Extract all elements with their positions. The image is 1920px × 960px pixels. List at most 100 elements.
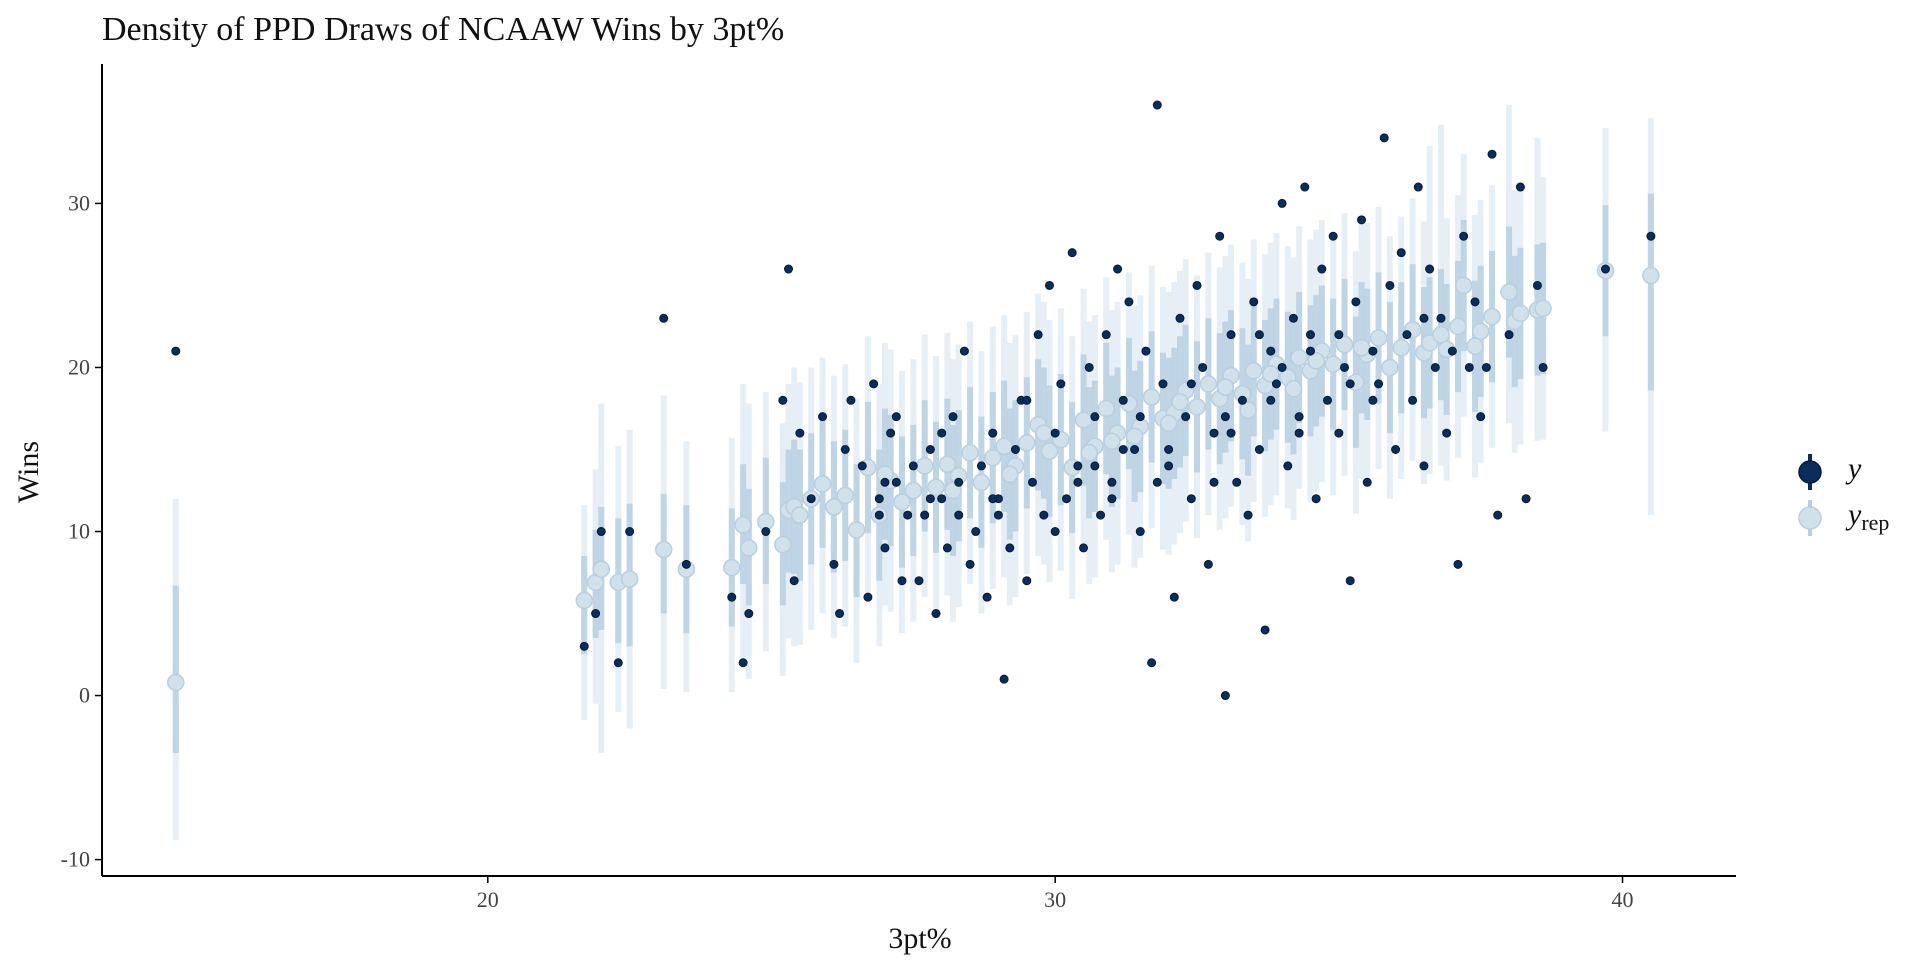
y-point — [1340, 362, 1350, 372]
y-point — [1368, 346, 1378, 356]
x-tick-label: 30 — [1044, 887, 1066, 912]
y-point — [982, 592, 992, 602]
yrep-point — [1534, 299, 1552, 318]
yrep-point — [1199, 375, 1218, 393]
x-tick-label: 20 — [477, 887, 499, 912]
legend: y yrep — [1798, 452, 1889, 536]
yrep-point — [1188, 398, 1206, 416]
y-point — [880, 477, 890, 487]
yrep-point — [1262, 365, 1280, 383]
yrep-point — [1324, 355, 1342, 373]
y-point — [778, 395, 788, 405]
y-point — [1067, 248, 1077, 258]
y-point — [1317, 264, 1327, 274]
y-point — [1050, 428, 1060, 438]
y-point — [1379, 133, 1389, 143]
y-point — [1022, 395, 1032, 405]
x-axis-label: 3pt% — [888, 922, 951, 955]
y-point — [1056, 379, 1066, 389]
y-point — [1073, 477, 1083, 487]
yrep-point — [740, 539, 758, 557]
y-point — [1283, 461, 1293, 471]
y-point — [1396, 248, 1406, 258]
y-point — [976, 461, 986, 471]
y-point — [937, 494, 947, 504]
y-point — [727, 592, 737, 602]
y-point — [1311, 494, 1321, 504]
y-point — [931, 609, 941, 619]
y-point — [1408, 395, 1418, 405]
yrep-point — [1307, 352, 1325, 370]
y-point — [1010, 444, 1020, 454]
y-point — [1300, 182, 1310, 192]
y-point — [1101, 330, 1111, 340]
y-point — [1646, 231, 1656, 241]
yrep-point — [836, 486, 854, 505]
y-point — [1062, 494, 1072, 504]
y-point — [1538, 362, 1548, 372]
y-point — [1288, 313, 1298, 323]
y-point — [744, 609, 754, 619]
y-point — [1147, 658, 1157, 668]
y-point — [1260, 625, 1270, 635]
y-point — [1090, 461, 1100, 471]
yrep-point — [654, 540, 673, 559]
y-point — [1118, 444, 1128, 454]
yrep-point — [1171, 393, 1189, 411]
y-point — [1039, 510, 1049, 520]
y-point — [1419, 313, 1429, 323]
y-point — [829, 559, 839, 569]
y-point — [880, 543, 890, 553]
y-point — [988, 428, 998, 438]
y-point — [869, 379, 879, 389]
y-point — [1464, 362, 1474, 372]
y-point — [1277, 362, 1287, 372]
y-point — [1601, 264, 1611, 274]
x-ticks: 20 30 40 — [477, 876, 1634, 912]
y-point — [1345, 576, 1355, 586]
yrep-point — [1432, 325, 1450, 344]
y-point — [988, 494, 998, 504]
yrep-point — [1352, 339, 1371, 357]
y-point — [925, 444, 935, 454]
yrep-point — [944, 481, 962, 500]
yrep-point — [575, 591, 594, 610]
y-point — [948, 412, 958, 422]
y-point — [1266, 346, 1276, 356]
y-point — [1192, 280, 1202, 290]
y-point — [1493, 510, 1503, 520]
y-point — [1249, 297, 1259, 307]
y-point — [1022, 576, 1032, 586]
y-point — [1266, 395, 1276, 405]
y-point — [835, 609, 845, 619]
yrep-point — [592, 560, 611, 578]
yrep-point — [167, 673, 185, 692]
yrep-point — [1142, 388, 1161, 406]
y-point — [1124, 297, 1134, 307]
yrep-point — [1097, 399, 1115, 418]
yrep-point — [1381, 358, 1399, 377]
y-point — [1430, 362, 1440, 372]
yrep-point — [1103, 432, 1121, 451]
x-tick-label: 40 — [1612, 887, 1634, 912]
y-point — [971, 527, 981, 537]
y-point — [874, 494, 884, 504]
y-point — [1118, 395, 1128, 405]
y-point — [1096, 510, 1106, 520]
y-point — [1033, 330, 1043, 340]
yrep-point — [1642, 266, 1660, 285]
y-point — [1237, 395, 1247, 405]
y-point — [954, 477, 964, 487]
y-point — [596, 527, 606, 537]
y-point — [846, 395, 856, 405]
y-point — [1243, 510, 1253, 520]
legend-y-symbol — [1798, 460, 1822, 484]
y-point — [1107, 494, 1117, 504]
yrep-point — [904, 481, 923, 500]
y-tick-label: 0 — [79, 683, 90, 708]
legend-y-label: y — [1845, 452, 1862, 485]
y-point — [1169, 592, 1179, 602]
y-tick-label: -10 — [61, 847, 90, 872]
